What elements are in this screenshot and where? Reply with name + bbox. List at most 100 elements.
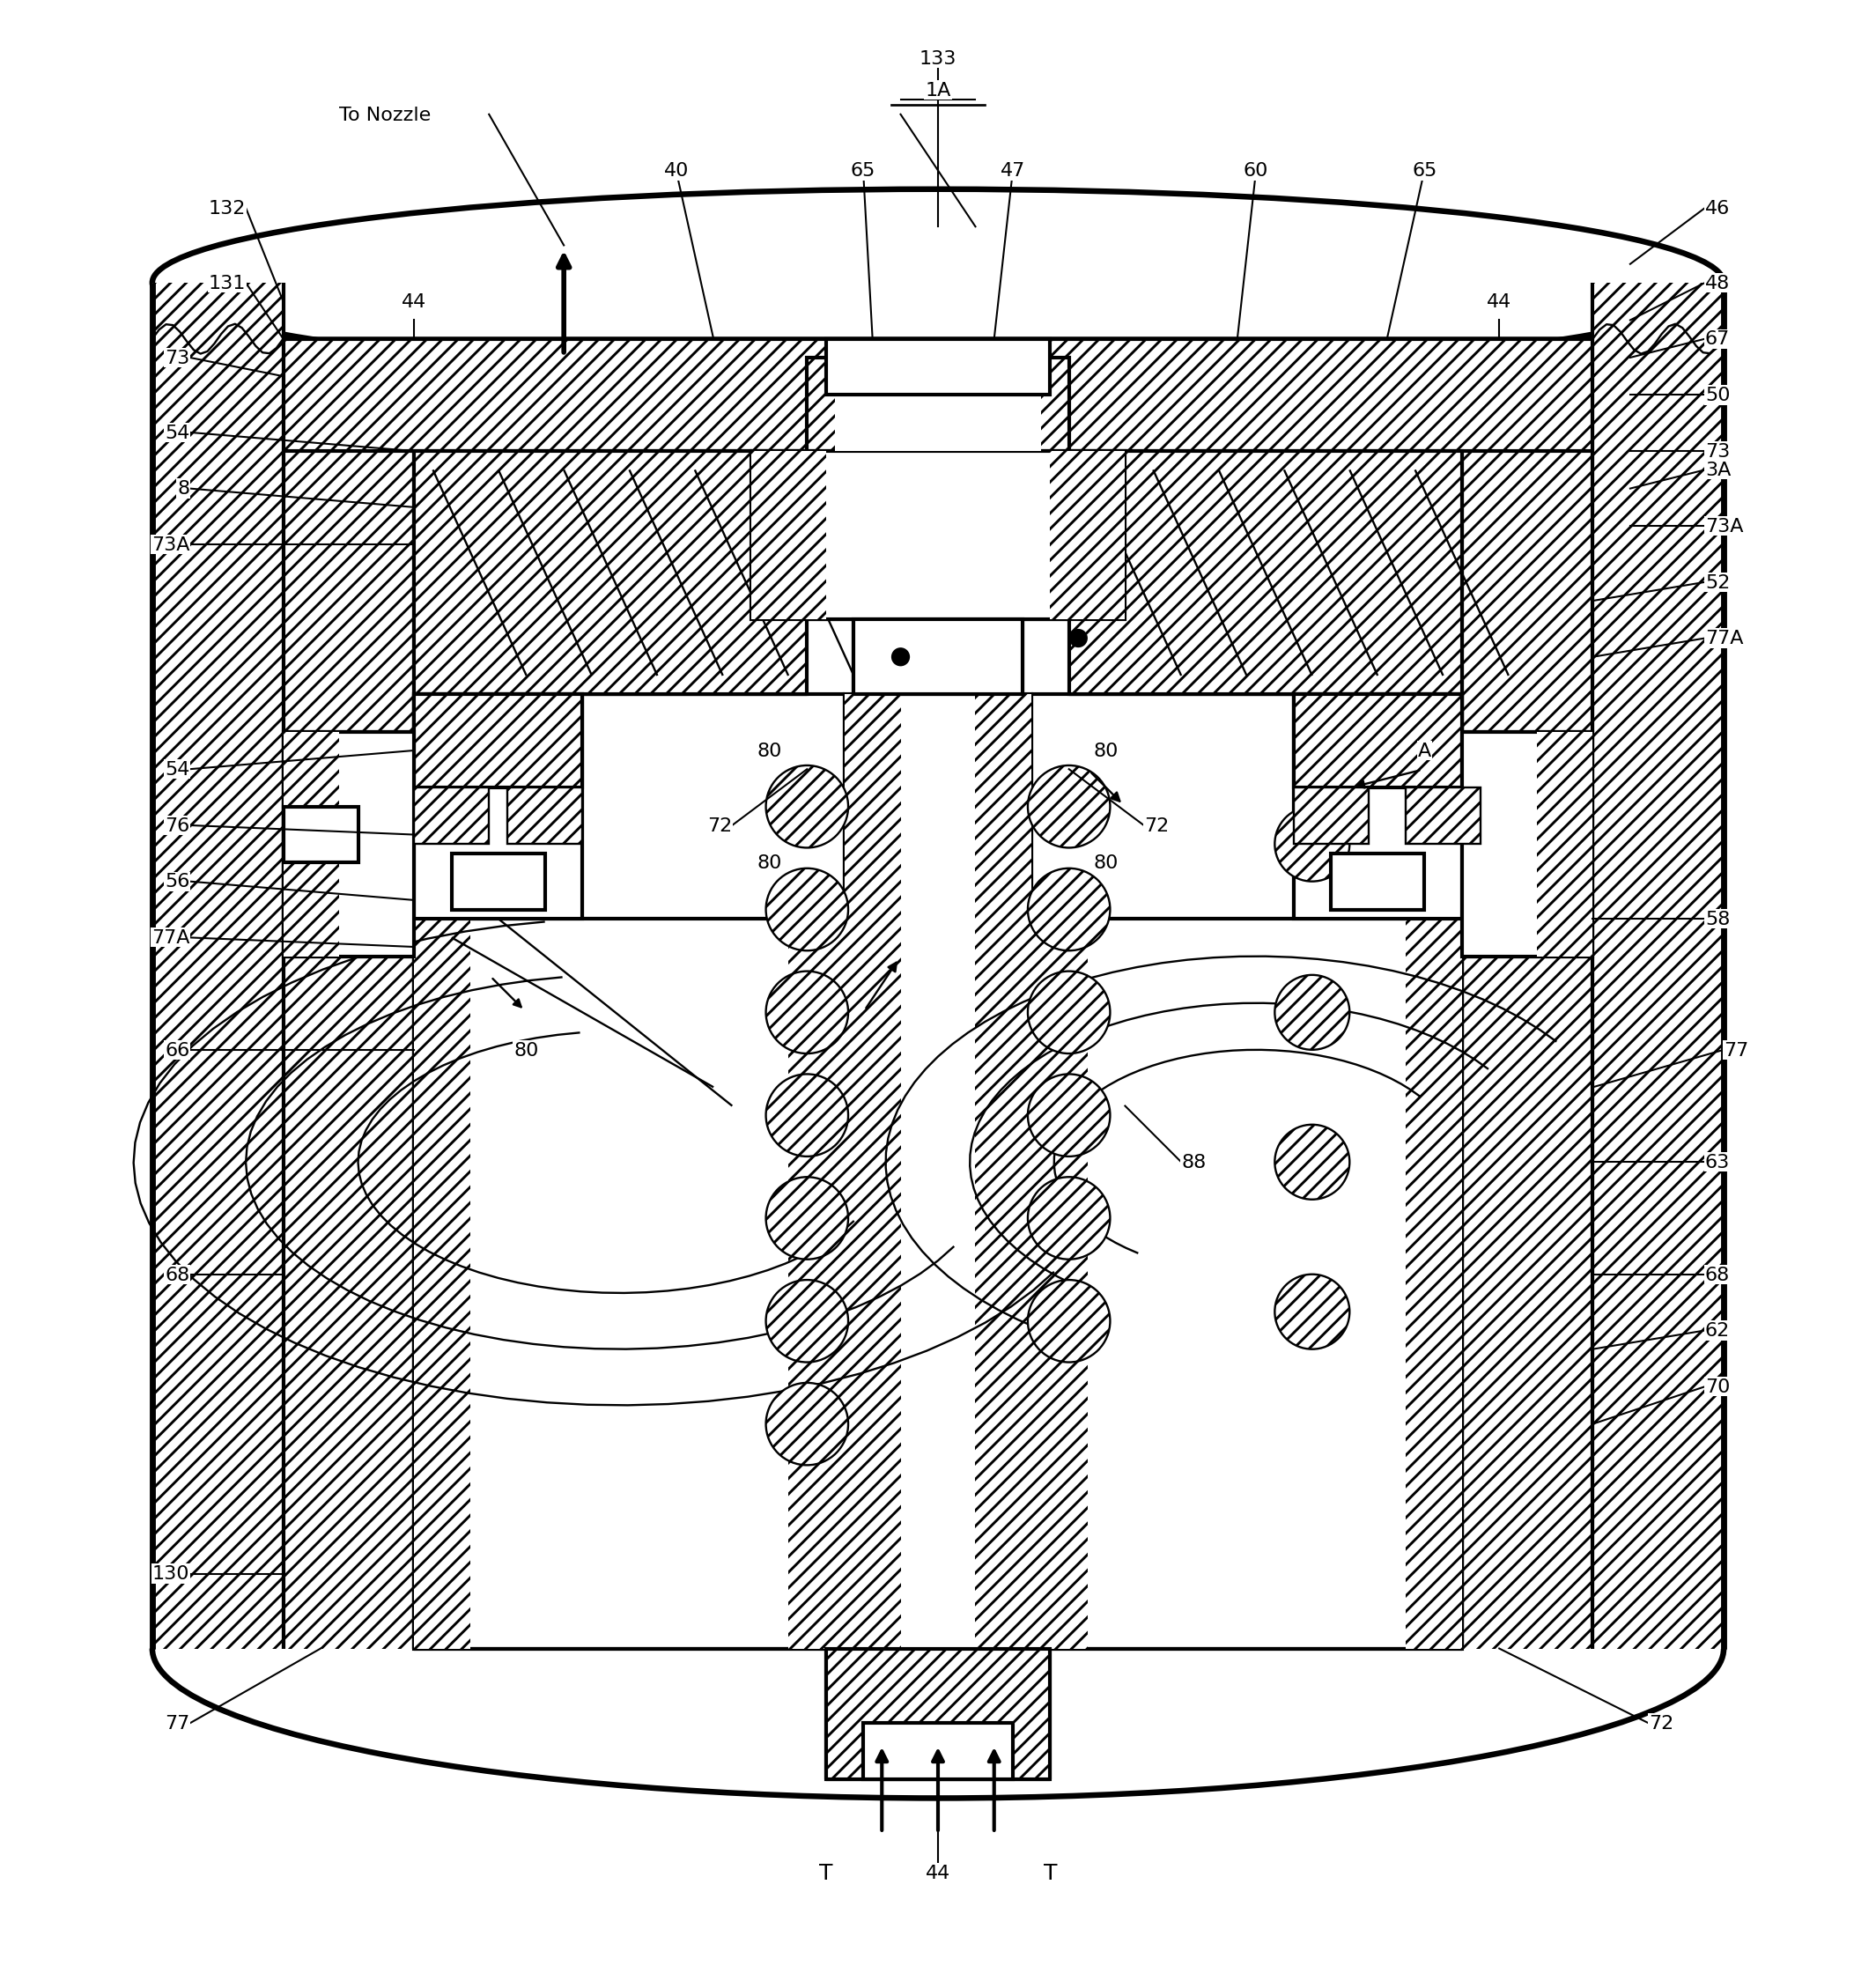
Circle shape <box>765 1177 848 1260</box>
Text: 80: 80 <box>758 742 782 759</box>
Circle shape <box>765 765 848 849</box>
Circle shape <box>765 869 848 950</box>
Bar <box>863 1724 1013 1779</box>
Circle shape <box>765 1384 848 1465</box>
Bar <box>283 807 358 863</box>
Circle shape <box>765 1280 848 1362</box>
Bar <box>1461 451 1593 1648</box>
Text: 67: 67 <box>1705 330 1730 348</box>
Bar <box>1069 451 1461 694</box>
Text: 65: 65 <box>1413 163 1437 179</box>
Circle shape <box>1028 1280 1111 1362</box>
Circle shape <box>765 1074 848 1157</box>
Circle shape <box>1028 1074 1111 1157</box>
Text: 44: 44 <box>1488 292 1512 310</box>
Polygon shape <box>1293 694 1461 845</box>
Bar <box>1461 732 1593 956</box>
Text: 44: 44 <box>401 292 426 310</box>
Text: 50: 50 <box>1705 388 1730 404</box>
Text: 77: 77 <box>1724 1042 1748 1060</box>
Circle shape <box>1274 976 1349 1050</box>
Text: 68: 68 <box>165 1266 189 1284</box>
Text: 3A: 3A <box>1705 461 1732 479</box>
Text: 77: 77 <box>165 1714 189 1732</box>
Circle shape <box>1274 807 1349 883</box>
Bar <box>1405 789 1480 845</box>
Text: A: A <box>1418 742 1431 759</box>
Bar <box>1032 918 1088 1648</box>
Text: 62: 62 <box>1705 1322 1730 1340</box>
Bar <box>152 284 283 1648</box>
Circle shape <box>1028 1177 1111 1260</box>
Text: 72: 72 <box>707 817 732 835</box>
Bar <box>844 694 900 1724</box>
Text: 72: 72 <box>1649 1714 1673 1732</box>
Bar <box>1051 451 1126 620</box>
Text: 47: 47 <box>1000 163 1026 179</box>
Text: 60: 60 <box>1244 163 1268 179</box>
Bar <box>452 853 546 911</box>
Circle shape <box>765 972 848 1054</box>
Text: 48: 48 <box>1705 274 1730 292</box>
Bar <box>750 451 1126 620</box>
Bar <box>283 451 415 1648</box>
Text: T: T <box>820 1863 833 1883</box>
Text: T: T <box>1043 1863 1056 1883</box>
Bar <box>854 451 910 565</box>
Text: 65: 65 <box>850 163 876 179</box>
Bar <box>825 1648 1051 1779</box>
Text: 76: 76 <box>165 817 189 835</box>
Text: 46: 46 <box>1705 199 1730 217</box>
Bar <box>415 918 844 1648</box>
Text: 77A: 77A <box>1705 630 1743 648</box>
Bar <box>415 789 490 845</box>
Bar <box>788 918 844 1648</box>
Bar <box>1330 853 1424 911</box>
Bar <box>807 358 1069 451</box>
Text: 66: 66 <box>165 1042 189 1060</box>
Text: 52: 52 <box>1705 575 1730 590</box>
Bar <box>415 694 583 918</box>
Text: 73: 73 <box>165 350 189 368</box>
Text: 88: 88 <box>1182 1153 1206 1171</box>
Bar <box>415 918 471 1648</box>
Text: 77A: 77A <box>152 928 189 946</box>
Bar <box>283 732 340 956</box>
Text: 73A: 73A <box>1705 517 1743 535</box>
Bar <box>835 358 1041 451</box>
Text: 44: 44 <box>925 1865 951 1883</box>
Bar <box>750 451 825 620</box>
Text: 72: 72 <box>1144 817 1169 835</box>
Text: 73A: 73A <box>152 537 189 555</box>
Text: 70: 70 <box>1705 1378 1730 1396</box>
Bar <box>508 789 583 845</box>
Text: 132: 132 <box>208 199 246 217</box>
Circle shape <box>1028 869 1111 950</box>
Bar <box>1405 918 1461 1648</box>
Text: 80: 80 <box>758 855 782 873</box>
Bar <box>1032 918 1461 1648</box>
Text: 131: 131 <box>208 274 246 292</box>
Circle shape <box>1028 765 1111 849</box>
Text: 130: 130 <box>152 1565 189 1582</box>
Circle shape <box>1028 972 1111 1054</box>
Bar <box>966 451 1022 565</box>
Text: 8: 8 <box>176 481 189 497</box>
Bar <box>283 340 1593 451</box>
Bar <box>1293 694 1461 789</box>
Bar <box>854 620 1022 694</box>
Text: 63: 63 <box>1705 1153 1730 1171</box>
Bar <box>1293 789 1368 845</box>
Bar <box>976 694 1032 1724</box>
Text: 54: 54 <box>165 423 189 441</box>
Text: 68: 68 <box>1705 1266 1730 1284</box>
Circle shape <box>891 648 910 666</box>
Bar <box>1593 284 1724 1648</box>
Text: 1A: 1A <box>925 82 951 99</box>
Bar <box>283 732 415 956</box>
Circle shape <box>1069 630 1088 648</box>
Text: 80: 80 <box>514 1042 538 1060</box>
Text: 56: 56 <box>165 873 189 891</box>
Circle shape <box>1274 1125 1349 1199</box>
Bar <box>1536 732 1593 956</box>
